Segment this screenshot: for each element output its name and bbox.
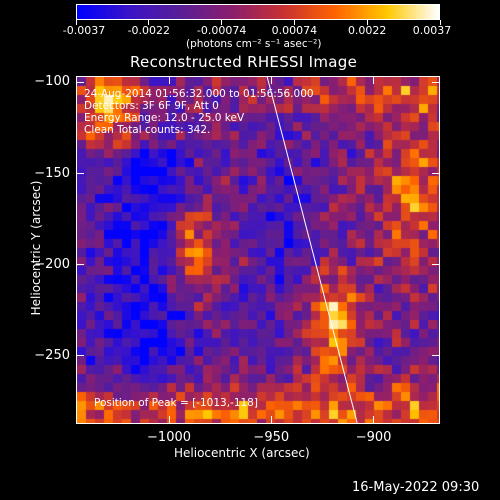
limb-line-segment (266, 77, 358, 423)
generation-timestamp: 16-May-2022 09:30 (352, 480, 480, 495)
y-tick-label: −200 (34, 256, 70, 272)
y-tick (432, 355, 439, 357)
y-tick (77, 264, 84, 266)
x-tick-label: −1000 (147, 430, 192, 445)
x-tick-label: −950 (253, 430, 290, 445)
x-tick-label: −900 (355, 430, 392, 445)
x-tick (270, 416, 272, 423)
y-tick (432, 173, 439, 175)
colorbar-tick-label: -0.00074 (196, 24, 247, 37)
x-tick (373, 416, 375, 423)
plot-title: Reconstructed RHESSI Image (130, 53, 358, 71)
plot-frame (76, 76, 440, 424)
y-tick-label: −100 (34, 74, 70, 90)
info-line-detectors: Detectors: 3F 6F 9F, Att 0 (84, 100, 219, 112)
x-axis-label: Heliocentric X (arcsec) (174, 446, 310, 460)
y-tick (77, 173, 84, 175)
colorbar-tick (293, 20, 295, 25)
y-tick (77, 81, 84, 83)
colorbar (76, 4, 440, 20)
colorbar-tick-label: 0.0037 (412, 24, 452, 37)
colorbar-tick (148, 20, 150, 25)
y-axis-label: Heliocentric Y (arcsec) (29, 180, 43, 316)
colorbar-tick (439, 20, 441, 25)
info-line-counts: Clean Total counts: 342. (84, 124, 211, 136)
x-tick (270, 77, 272, 84)
x-tick (168, 416, 170, 423)
colorbar-tick-label: -0.0037 (62, 24, 106, 37)
solar-limb-line (266, 77, 358, 423)
info-line-time: 24-Aug-2014 01:56:32.000 to 01:56:56.000 (84, 88, 314, 100)
heatmap-image (77, 77, 439, 423)
colorbar-tick (75, 20, 77, 25)
y-tick (432, 81, 439, 83)
colorbar-tick (221, 20, 223, 25)
peak-position-label: Position of Peak = [-1013,-118] (94, 397, 258, 409)
info-line-energy: Energy Range: 12.0 - 25.0 keV (84, 112, 245, 124)
colorbar-tick-label: 0.00074 (271, 24, 318, 37)
x-tick (168, 77, 170, 84)
y-tick-label: −250 (34, 347, 70, 363)
x-tick (373, 77, 375, 84)
colorbar-tick (366, 20, 368, 25)
y-tick (432, 264, 439, 266)
y-tick (77, 355, 84, 357)
y-tick-label: −150 (34, 165, 70, 181)
colorbar-unit-label: (photons cm⁻² s⁻¹ asec⁻²) (186, 38, 322, 50)
colorbar-tick-label: 0.0022 (347, 24, 387, 37)
colorbar-tick-label: -0.0022 (127, 24, 171, 37)
